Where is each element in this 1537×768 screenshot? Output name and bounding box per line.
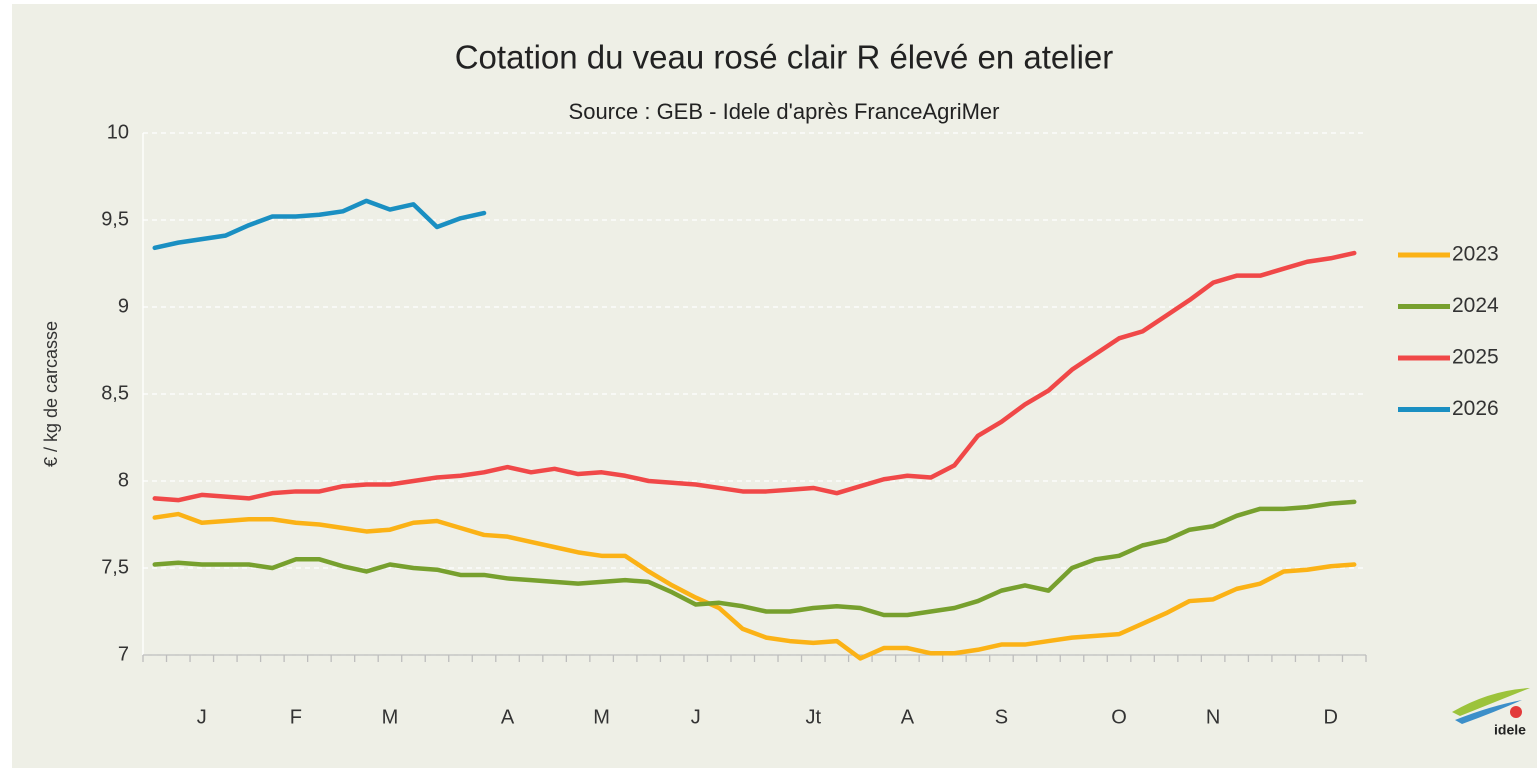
series-line <box>152 511 1357 661</box>
x-tick-label: M <box>593 706 610 728</box>
legend-label: 2024 <box>1452 294 1499 317</box>
x-tick-label: O <box>1111 706 1127 728</box>
y-tick-label: 7 <box>118 643 129 665</box>
y-tick-label: 10 <box>107 121 129 143</box>
x-tick-label: Jt <box>806 706 822 728</box>
x-tick-label: A <box>901 706 915 728</box>
y-axis-label: € / kg de carcasse <box>41 321 61 467</box>
x-tick-label: J <box>691 706 701 728</box>
x-tick-label: N <box>1206 706 1220 728</box>
chart-subtitle: Source : GEB - Idele d'après FranceAgriM… <box>569 99 1000 124</box>
y-tick-label: 8 <box>118 469 129 491</box>
logo-dot <box>1510 706 1522 718</box>
logo-swoosh <box>1455 700 1522 724</box>
x-tick-label: S <box>995 706 1008 728</box>
legend-label: 2023 <box>1452 243 1499 266</box>
legend-label: 2025 <box>1452 346 1499 369</box>
series-line <box>152 250 1357 503</box>
logo-swoosh <box>1452 688 1530 716</box>
x-tick-label: F <box>290 706 302 728</box>
series-line <box>152 499 1357 618</box>
x-tick-label: A <box>501 706 515 728</box>
y-tick-label: 9,5 <box>101 208 129 230</box>
y-tick-label: 7,5 <box>101 556 129 578</box>
logo: idele <box>1452 688 1530 738</box>
y-tick-label: 9 <box>118 295 129 317</box>
logo-text: idele <box>1494 722 1526 738</box>
x-tick-label: D <box>1323 706 1337 728</box>
x-tick-label: M <box>382 706 399 728</box>
y-tick-label: 8,5 <box>101 382 129 404</box>
x-tick-label: J <box>197 706 207 728</box>
series-line <box>152 198 487 251</box>
legend-label: 2026 <box>1452 397 1499 420</box>
chart-title: Cotation du veau rosé clair R élevé en a… <box>455 39 1114 76</box>
